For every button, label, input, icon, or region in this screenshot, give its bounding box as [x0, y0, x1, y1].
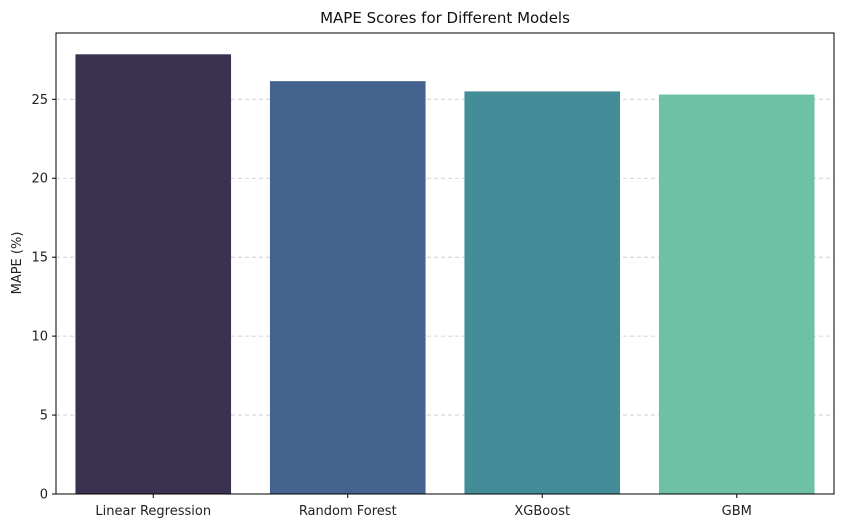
- bar: [75, 54, 232, 494]
- bar: [658, 94, 815, 495]
- y-tick-label: 5: [40, 409, 48, 424]
- y-tick-label: 25: [31, 93, 48, 108]
- x-tick-label: Linear Regression: [95, 504, 211, 519]
- y-tick-label: 20: [31, 172, 48, 187]
- y-tick-label: 10: [31, 330, 48, 345]
- bar: [464, 91, 621, 495]
- x-tick-label: GBM: [722, 504, 752, 519]
- x-axis-ticks: Linear Regression Random Forest XGBoost GBM: [95, 494, 752, 519]
- bar: [269, 81, 426, 494]
- y-tick-label: 15: [31, 251, 48, 266]
- chart-title: MAPE Scores for Different Models: [320, 9, 570, 27]
- x-tick-label: XGBoost: [514, 504, 570, 519]
- x-tick-label: Random Forest: [299, 504, 397, 519]
- y-axis-ticks: 0 5 10 15 20 25: [31, 93, 56, 503]
- y-tick-label: 0: [40, 488, 48, 503]
- y-axis-label: MAPE (%): [10, 232, 25, 295]
- plot-frame: [55, 32, 835, 495]
- bars: [75, 54, 815, 495]
